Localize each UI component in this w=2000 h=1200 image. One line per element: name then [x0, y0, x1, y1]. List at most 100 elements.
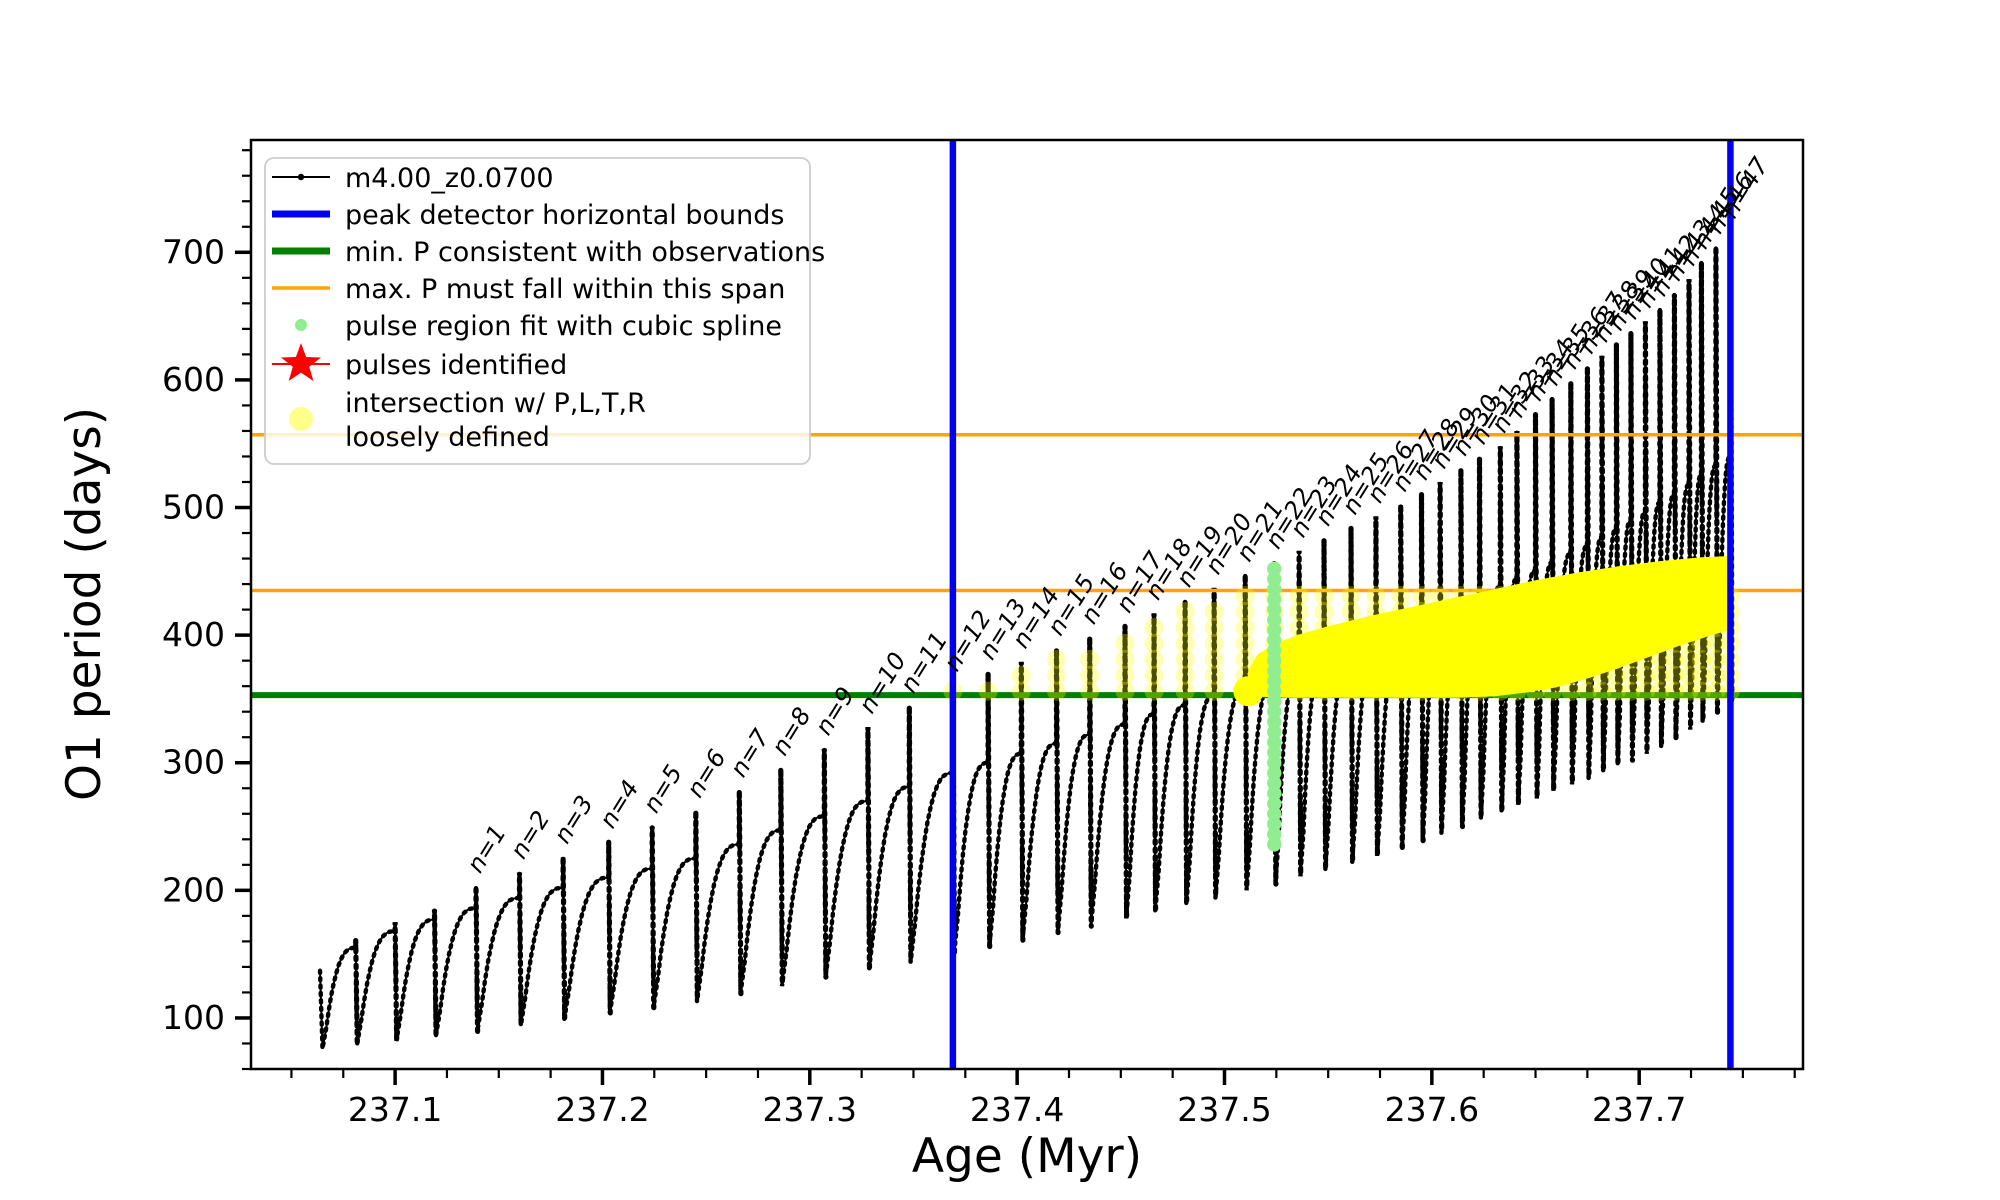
pulse-region-dot: [1267, 592, 1282, 607]
intersection-ring: [1391, 586, 1411, 606]
intersection-ring: [1592, 602, 1612, 622]
intersection-ring: [1391, 665, 1411, 685]
legend-item-min-p: min. P consistent with observations: [272, 237, 825, 268]
intersection-ring: [1526, 633, 1546, 653]
intersection-ring: [1561, 649, 1581, 669]
intersection-ring: [1430, 665, 1450, 685]
intersection-ring: [1679, 586, 1699, 606]
intersection-ring: [1451, 665, 1471, 685]
y-tick-label: 200: [162, 870, 225, 909]
intersection-ring: [1204, 602, 1224, 622]
pulse-region-dot: [1267, 724, 1282, 740]
intersection-ring: [1366, 665, 1386, 685]
legend-item-intersection: intersection w/ P,L,T,R loosely defined: [289, 388, 646, 453]
intersection-ring: [1691, 617, 1711, 637]
intersection-ring: [1175, 633, 1195, 653]
intersection-ring: [1561, 633, 1581, 653]
intersection-ring: [1650, 617, 1670, 637]
pulse-region-dot: [1267, 735, 1282, 750]
intersection-ring: [1507, 586, 1527, 606]
intersection-ring: [1289, 617, 1309, 637]
intersection-ring: [1235, 649, 1255, 669]
intersection-ring: [1341, 665, 1361, 685]
intersection-ring: [1542, 617, 1562, 637]
intersection-ring: [1430, 586, 1450, 606]
x-tick-label: 237.7: [1592, 1090, 1686, 1129]
intersection-ring: [1526, 602, 1546, 622]
pulse-region-dot: [1267, 561, 1282, 576]
intersection-ring: [1664, 665, 1684, 685]
intersection-ring: [1490, 681, 1510, 701]
intersection-ring: [1391, 649, 1411, 669]
intersection-ring: [1470, 586, 1490, 606]
intersection-ring: [1679, 665, 1699, 685]
intersection-ring: [1577, 649, 1597, 669]
intersection-ring: [1235, 617, 1255, 637]
y-tick-label: 600: [162, 360, 225, 399]
intersection-ring: [1490, 649, 1510, 669]
green-dot-icon: [295, 319, 307, 331]
intersection-ring: [1115, 681, 1135, 701]
intersection-ring: [1679, 633, 1699, 653]
intersection-ring: [1621, 586, 1641, 606]
intersection-ring: [1592, 633, 1612, 653]
intersection-ring: [1470, 633, 1490, 653]
legend-item-pulse-region: pulse region fit with cubic spline: [295, 311, 782, 342]
intersection-ring: [1650, 586, 1670, 606]
intersection-ring: [1706, 602, 1726, 622]
intersection-ring: [1204, 617, 1224, 637]
plot-border: [249, 138, 1805, 1071]
intersection-ring: [1592, 665, 1612, 685]
intersection-ring: [1411, 665, 1431, 685]
axes-ticks: 237.1 237.2 237.3 237.4 237.5 237.6 237.7 100 20…: [162, 138, 1805, 1129]
intersection-ring: [1411, 586, 1431, 606]
intersection-ring: [1175, 649, 1195, 669]
intersection-ring: [1204, 681, 1224, 701]
intersection-ring: [1592, 649, 1612, 669]
intersection-ring: [1542, 586, 1562, 606]
intersection-ring: [1507, 617, 1527, 637]
intersection-ring: [978, 681, 998, 701]
intersection-ring: [1391, 602, 1411, 622]
intersection-ring: [1664, 681, 1684, 701]
intersection-ring: [1314, 617, 1334, 637]
intersection-ring: [1561, 602, 1581, 622]
intersection-ring: [1706, 681, 1726, 701]
red-star-icon: [281, 343, 321, 381]
intersection-ring: [1542, 665, 1562, 685]
intersection-ring: [1204, 633, 1224, 653]
intersection-ring: [1115, 633, 1135, 653]
intersection-ring: [1561, 665, 1581, 685]
legend-item-series: m4.00_z0.0700: [272, 163, 554, 194]
intersection-ring: [1542, 681, 1562, 701]
intersection-ring: [1289, 665, 1309, 685]
intersection-ring: [1606, 649, 1626, 669]
legend-item-max-p: max. P must fall within this span: [272, 274, 785, 305]
intersection-ring: [1650, 665, 1670, 685]
intersection-ring: [1621, 617, 1641, 637]
intersection-ring: [1577, 665, 1597, 685]
intersection-ring: [1650, 633, 1670, 653]
intersection-ring: [1577, 681, 1597, 701]
intersection-ring: [1115, 649, 1135, 669]
intersection-ring: [1561, 617, 1581, 637]
intersection-ring: [1526, 586, 1546, 606]
pulse-region-dot: [1267, 643, 1282, 658]
legend-label: max. P must fall within this span: [345, 274, 785, 305]
intersection-ring: [1451, 617, 1471, 637]
intersection-ring: [1047, 681, 1067, 701]
intersection-ring: [1507, 633, 1527, 653]
y-tick-label: 100: [162, 998, 225, 1037]
intersection-ring: [1507, 649, 1527, 669]
intersection-ring: [1577, 586, 1597, 606]
legend-item-pulses-identified: pulses identified: [272, 343, 567, 381]
pulse-region-dot: [1267, 826, 1282, 842]
intersection-ring: [1635, 617, 1655, 637]
intersection-ring: [1011, 665, 1031, 685]
intersection-ring: [1621, 602, 1641, 622]
x-tick-label: 237.1: [348, 1090, 442, 1129]
intersection-ring: [1507, 665, 1527, 685]
pulse-region-dot: [1267, 581, 1282, 597]
legend-label: pulses identified: [345, 350, 567, 381]
pulse-region-dot: [1267, 714, 1282, 730]
